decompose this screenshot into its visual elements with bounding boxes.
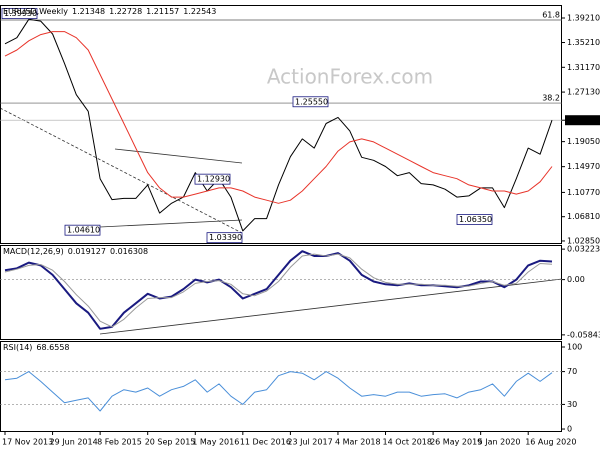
y-tick-label: 0.032235 bbox=[567, 245, 600, 254]
panel-title: RSI(14) bbox=[3, 343, 32, 352]
y-tick-label: 1.31170 bbox=[567, 63, 600, 72]
x-tick-label: 4 Mar 2018 bbox=[335, 438, 381, 447]
panel-frame bbox=[0, 341, 562, 432]
header-value: 1.21157 bbox=[146, 7, 179, 16]
panel-header: EURUSD,Weekly 1.21348 1.22728 1.21157 1.2254… bbox=[3, 7, 216, 16]
series-line bbox=[4, 31, 553, 204]
price-marker bbox=[565, 115, 600, 126]
price-annotation-box bbox=[64, 224, 101, 236]
y-tick-label: 1.19050 bbox=[567, 137, 600, 146]
price-annotation: 1.39930 bbox=[4, 9, 37, 18]
price-annotation-box bbox=[206, 232, 243, 244]
x-tick-label: 23 Jul 2017 bbox=[287, 438, 332, 447]
trend-line bbox=[99, 219, 243, 228]
header-value: 68.6558 bbox=[36, 343, 69, 352]
header-value: 1.22543 bbox=[183, 7, 216, 16]
x-tick-label: 8 Feb 2015 bbox=[97, 438, 142, 447]
x-tick-label: 16 Aug 2020 bbox=[525, 438, 576, 447]
y-tick-label: 1.10770 bbox=[567, 188, 600, 197]
x-tick-label: 14 Oct 2018 bbox=[383, 438, 432, 447]
panel-frame bbox=[0, 5, 562, 244]
series-line bbox=[4, 371, 553, 412]
y-tick-label: 1.39210 bbox=[567, 14, 600, 23]
price-annotation-box bbox=[1, 8, 38, 19]
panel-header: MACD(12,26,9) 0.019127 0.016308 bbox=[3, 247, 148, 256]
trend-line bbox=[99, 278, 563, 335]
y-tick-label: 1.27130 bbox=[567, 88, 600, 97]
y-tick-label: 0.00 bbox=[567, 275, 585, 284]
y-tick-label: 30 bbox=[567, 400, 577, 409]
y-tick-label: 1.35210 bbox=[567, 38, 600, 47]
price-annotation-box bbox=[194, 173, 231, 185]
trend-line bbox=[114, 148, 243, 164]
trend-line bbox=[0, 107, 243, 234]
y-tick-label: 70 bbox=[567, 367, 577, 376]
header-value: 0.019127 bbox=[68, 247, 106, 256]
watermark: ActionForex.com bbox=[267, 65, 433, 89]
y-tick-label: 1.14970 bbox=[567, 162, 600, 171]
y-tick-label: -0.058434 bbox=[567, 330, 600, 339]
price-annotation: 1.25550 bbox=[295, 97, 328, 106]
price-annotation: 1.04610 bbox=[67, 226, 100, 235]
series-line bbox=[4, 18, 553, 232]
fib-label: 38.2 bbox=[542, 94, 560, 103]
x-tick-label: 26 May 2019 bbox=[430, 438, 482, 447]
y-tick-label: 0 bbox=[567, 425, 572, 434]
y-tick-label: 1.22543 bbox=[567, 116, 600, 125]
header-value: 1.22728 bbox=[109, 7, 142, 16]
y-tick-label: 100 bbox=[567, 342, 582, 351]
panel-title: MACD(12,26,9) bbox=[3, 247, 64, 256]
x-tick-label: 11 Dec 2016 bbox=[240, 438, 291, 447]
price-annotation: 1.03390 bbox=[209, 233, 242, 242]
price-annotation-box bbox=[292, 96, 329, 108]
panel-title: EURUSD,Weekly bbox=[3, 7, 68, 16]
x-tick-label: 5 Jan 2020 bbox=[478, 438, 521, 447]
header-value: 1.21348 bbox=[72, 7, 105, 16]
price-annotation-box bbox=[456, 214, 493, 225]
panel-header: RSI(14) 68.6558 bbox=[3, 343, 70, 352]
x-tick-label: 20 Sep 2015 bbox=[145, 438, 196, 447]
x-tick-label: 29 Jun 2014 bbox=[50, 438, 98, 447]
y-tick-label: 1.02850 bbox=[567, 236, 600, 245]
fib-label: 61.8 bbox=[542, 11, 560, 20]
price-annotation: 1.12930 bbox=[197, 175, 230, 184]
series-line bbox=[4, 253, 553, 328]
x-tick-label: 17 Nov 2013 bbox=[2, 438, 53, 447]
x-tick-label: 1 May 2016 bbox=[192, 438, 239, 447]
header-value: 0.016308 bbox=[110, 247, 148, 256]
panel-frame bbox=[0, 245, 562, 340]
price-annotation: 1.06350 bbox=[459, 215, 492, 224]
y-tick-label: 1.06810 bbox=[567, 212, 600, 221]
